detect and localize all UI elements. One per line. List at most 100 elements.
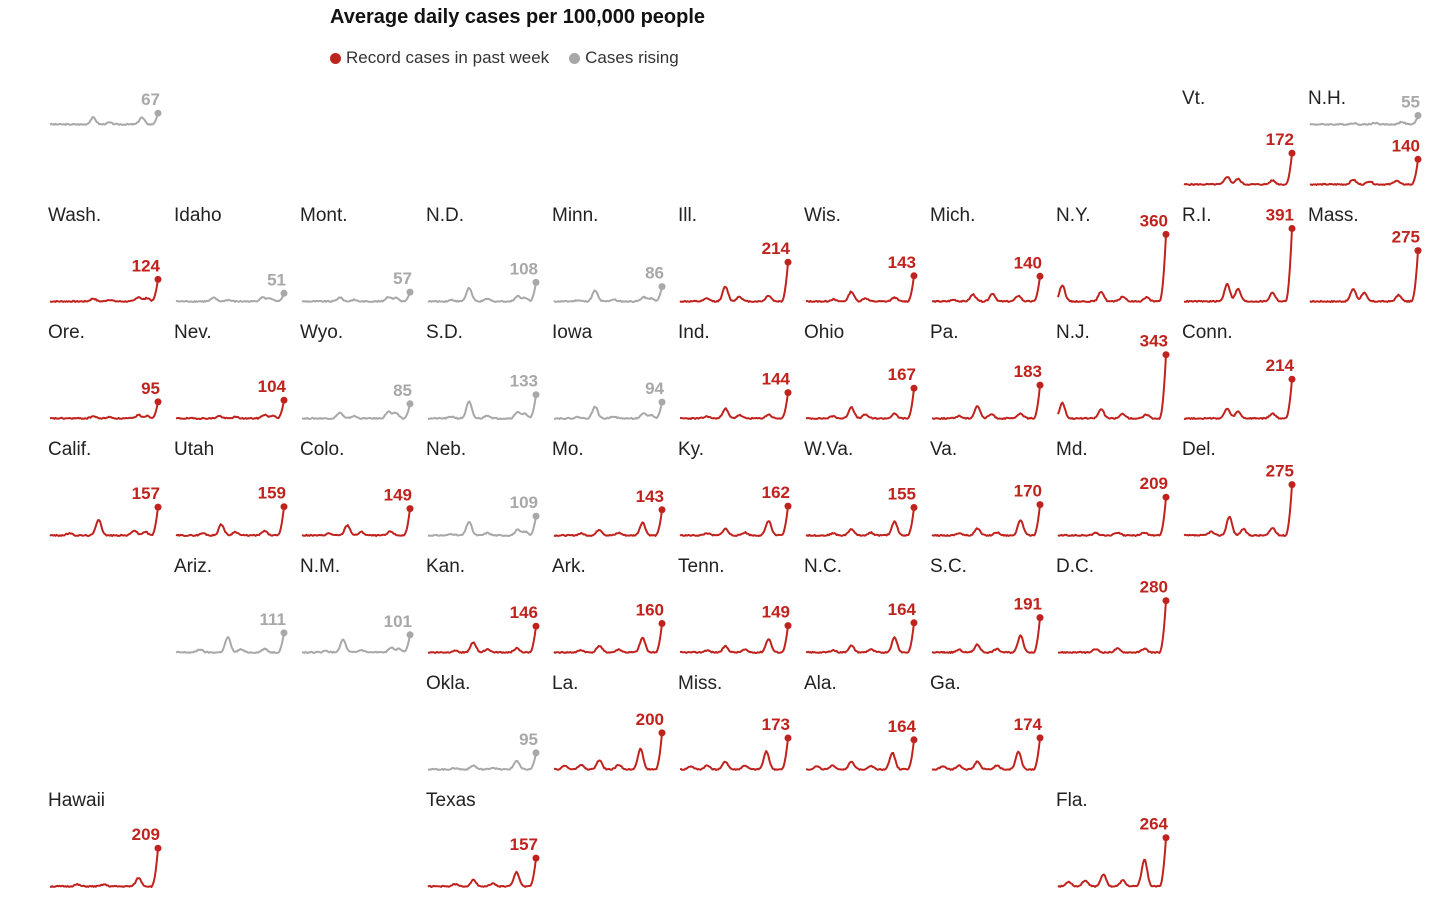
latest-point	[1036, 501, 1044, 509]
sparkline-chart: 95	[49, 379, 162, 420]
state-label: Kan.	[426, 556, 466, 577]
data-label: 146	[510, 603, 538, 622]
state-label: Neb.	[426, 439, 467, 460]
latest-point	[658, 506, 666, 514]
series-line	[427, 282, 537, 303]
sparkline-chart: 214	[1183, 356, 1296, 420]
sparkline-chart: 173	[679, 715, 792, 771]
series-line	[302, 403, 411, 420]
state-cell: Wyo. 85	[300, 322, 418, 434]
state-label: Va.	[930, 439, 958, 460]
state-cell: Ill. 214	[678, 205, 796, 317]
state-cell: Conn. 214	[1182, 322, 1300, 434]
state-label: Ga.	[930, 673, 961, 694]
sparkline-chart: 144	[679, 370, 792, 420]
state-cell: W.Va. 155	[804, 439, 922, 551]
latest-point	[910, 736, 918, 744]
state-cell: Vt. 172	[1182, 88, 1300, 200]
sparkline-chart: 200	[553, 710, 666, 771]
sparkline-chart: 214	[679, 239, 792, 303]
state-cell: N.Y. 360	[1056, 205, 1174, 317]
latest-point	[1288, 225, 1296, 232]
data-label: 214	[762, 239, 791, 258]
series-line	[175, 506, 285, 537]
latest-point	[1288, 481, 1296, 489]
latest-point	[658, 620, 666, 627]
state-label: Ariz.	[174, 556, 212, 577]
latest-point	[154, 275, 162, 283]
state-cell: D.C. 280	[1056, 556, 1174, 668]
series-line	[679, 262, 789, 303]
state-cell: N.H. 140	[1308, 88, 1426, 200]
state-label: Ark.	[552, 556, 586, 577]
latest-point	[1414, 112, 1422, 119]
state-label: Minn.	[552, 205, 599, 226]
state-label: Iowa	[552, 322, 593, 343]
series-line	[679, 625, 789, 654]
state-label: S.D.	[426, 322, 463, 343]
latest-point	[1414, 155, 1422, 163]
state-label: Utah	[174, 439, 215, 460]
legend-item-record: Record cases in past week	[330, 48, 549, 68]
latest-point	[784, 258, 792, 266]
sparkline-chart: 162	[679, 483, 792, 537]
state-cell: 55	[1308, 28, 1426, 140]
legend-item-rising: Cases rising	[569, 48, 679, 68]
data-label: 209	[132, 825, 160, 844]
state-label: Del.	[1182, 439, 1216, 460]
state-cell: Okla. 95	[426, 673, 544, 785]
latest-point	[1288, 375, 1296, 383]
series-line	[553, 509, 663, 537]
sparkline-chart: 108	[427, 259, 540, 303]
state-cell: Nev. 104	[174, 322, 292, 434]
data-label: 214	[1266, 356, 1295, 375]
data-label: 164	[888, 600, 917, 619]
series-line	[428, 394, 537, 420]
state-label: Mont.	[300, 205, 348, 226]
sparkline-chart: 183	[931, 362, 1044, 420]
sparkline-chart: 343	[1057, 332, 1170, 420]
sparkline-chart: 111	[175, 610, 288, 654]
state-cell: Mont. 57	[300, 205, 418, 317]
latest-point	[910, 272, 918, 280]
latest-point	[1162, 230, 1170, 238]
sparkline-chart: 104	[175, 377, 288, 420]
state-label: Md.	[1056, 439, 1088, 460]
data-label: 170	[1014, 482, 1042, 501]
series-line	[805, 739, 915, 771]
latest-point	[280, 503, 288, 511]
sparkline-chart: 140	[931, 253, 1044, 303]
state-cell: Wash. 124	[48, 205, 166, 317]
data-label: 144	[762, 370, 791, 389]
state-label: D.C.	[1056, 556, 1094, 577]
state-label: Vt.	[1182, 88, 1206, 109]
data-label: 264	[1140, 815, 1169, 834]
data-label: 55	[1401, 93, 1420, 112]
latest-point	[532, 622, 540, 630]
latest-point	[658, 283, 666, 291]
state-cell: Ariz. 111	[174, 556, 292, 668]
state-label: Wyo.	[300, 322, 344, 343]
latest-point	[910, 384, 918, 392]
state-label: Wash.	[48, 205, 102, 226]
state-label: Calif.	[48, 439, 92, 460]
data-label: 104	[258, 377, 287, 396]
data-label: 159	[258, 484, 286, 503]
data-label: 160	[636, 601, 664, 620]
latest-point	[154, 503, 162, 511]
latest-point	[154, 109, 162, 117]
state-cell: Wis. 143	[804, 205, 922, 317]
sparkline-chart: 159	[175, 484, 288, 537]
state-label: Miss.	[678, 673, 723, 694]
sparkline-chart: 264	[1057, 815, 1170, 888]
state-cell: Ga. 174	[930, 673, 1048, 785]
state-cell: N.J. 343	[1056, 322, 1174, 434]
data-label: 172	[1266, 130, 1294, 149]
latest-point	[532, 391, 540, 399]
latest-point	[1162, 834, 1170, 842]
state-label: N.C.	[804, 556, 842, 577]
state-label: W.Va.	[804, 439, 854, 460]
data-label: 140	[1392, 136, 1420, 155]
sparkline-chart: 174	[931, 715, 1044, 771]
state-cell: S.C. 191	[930, 556, 1048, 668]
